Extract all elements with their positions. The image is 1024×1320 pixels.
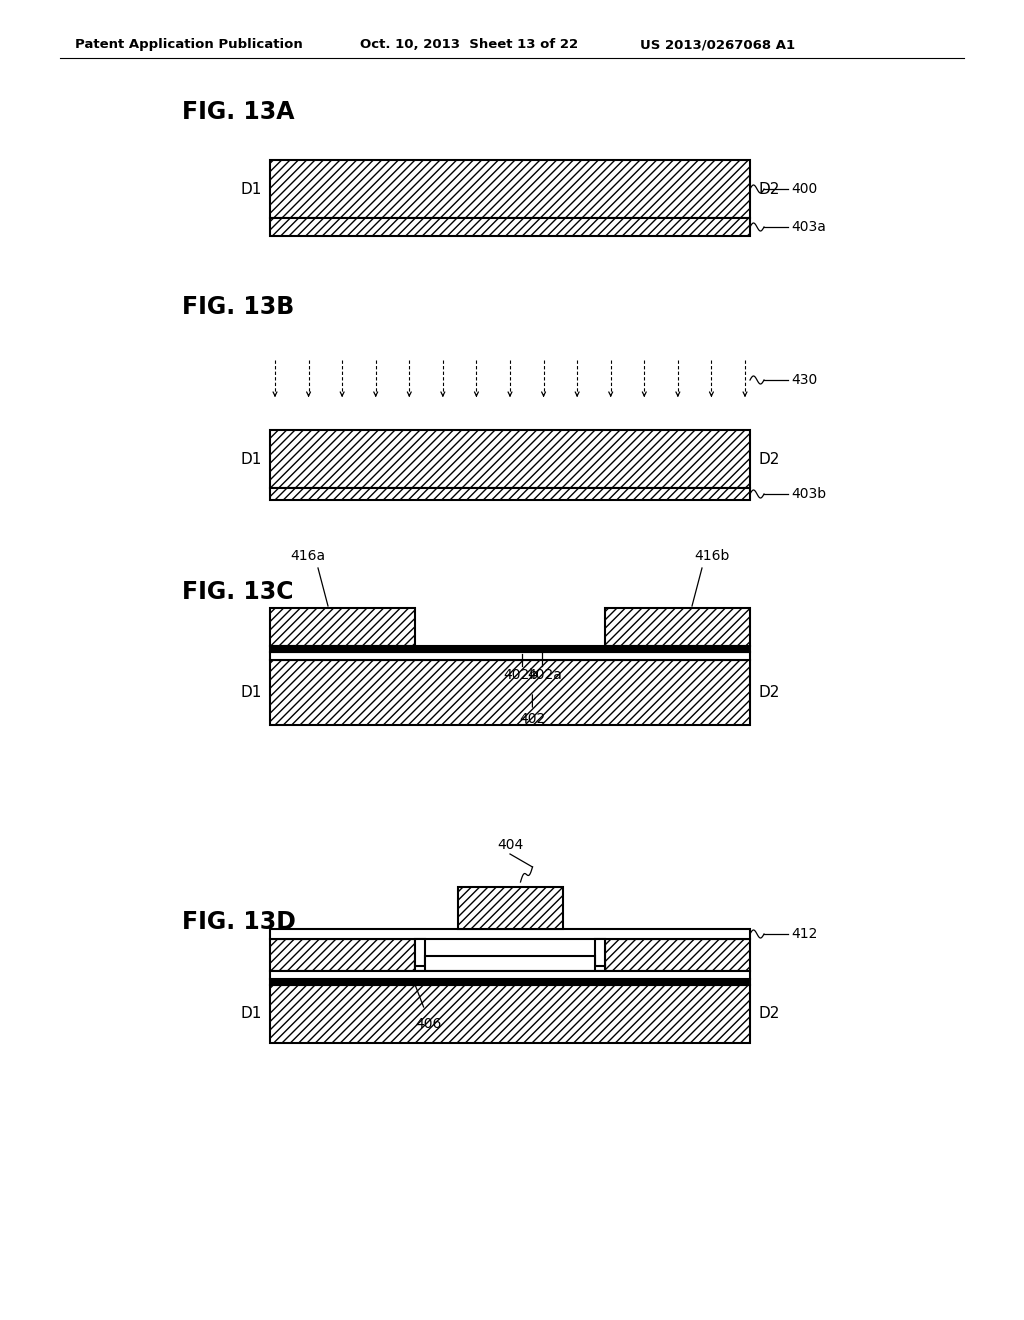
Bar [270, 430, 750, 488]
Text: 402: 402 [519, 711, 546, 726]
Text: 402b: 402b [503, 668, 538, 682]
Bar [595, 939, 605, 966]
Bar [270, 929, 750, 939]
Text: 403a: 403a [791, 220, 826, 234]
Text: D2: D2 [758, 1006, 779, 1022]
Bar [270, 160, 750, 218]
Bar [605, 609, 750, 645]
Text: 430: 430 [791, 374, 817, 387]
Text: 402a: 402a [527, 668, 562, 682]
Text: 406: 406 [416, 1016, 441, 1031]
Text: FIG. 13B: FIG. 13B [182, 294, 294, 319]
Text: US 2013/0267068 A1: US 2013/0267068 A1 [640, 38, 795, 51]
Bar [270, 939, 415, 972]
Text: 400: 400 [791, 182, 817, 195]
Bar [270, 488, 750, 500]
Bar [458, 887, 562, 929]
Text: Oct. 10, 2013  Sheet 13 of 22: Oct. 10, 2013 Sheet 13 of 22 [360, 38, 579, 51]
Bar [270, 652, 750, 660]
Text: D1: D1 [241, 685, 262, 700]
Text: D1: D1 [241, 181, 262, 197]
Text: 416a: 416a [291, 549, 326, 564]
Bar [270, 972, 750, 979]
Text: FIG. 13A: FIG. 13A [182, 100, 295, 124]
Bar [270, 985, 750, 1043]
Bar [415, 939, 425, 966]
Text: D2: D2 [758, 685, 779, 700]
Text: FIG. 13C: FIG. 13C [182, 579, 294, 605]
Text: 404: 404 [497, 838, 523, 851]
Text: D2: D2 [758, 181, 779, 197]
Bar [270, 609, 415, 645]
Bar [605, 939, 750, 972]
Text: D1: D1 [241, 1006, 262, 1022]
Text: D2: D2 [758, 451, 779, 466]
Text: 416b: 416b [694, 549, 730, 564]
Bar [270, 979, 750, 985]
Bar [415, 965, 605, 972]
Text: 403b: 403b [791, 487, 826, 502]
Text: Patent Application Publication: Patent Application Publication [75, 38, 303, 51]
Bar [270, 660, 750, 725]
Text: 412: 412 [791, 927, 817, 941]
Bar [425, 956, 595, 972]
Text: D1: D1 [241, 451, 262, 466]
Bar [270, 645, 750, 652]
Bar [270, 218, 750, 236]
Text: FIG. 13D: FIG. 13D [182, 909, 296, 935]
